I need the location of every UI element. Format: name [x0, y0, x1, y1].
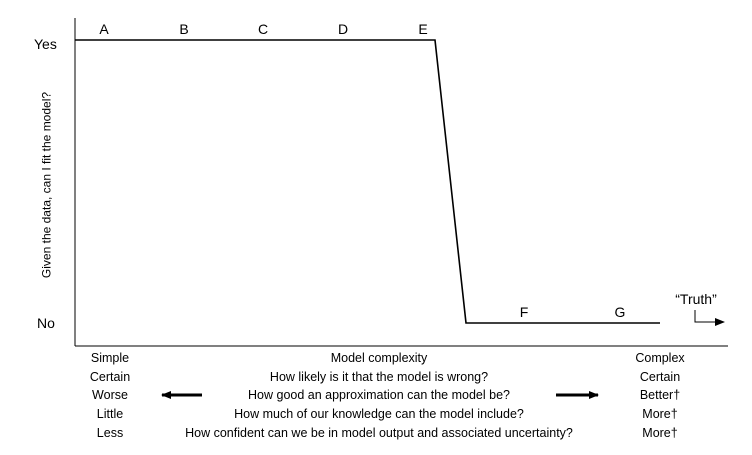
point-label-g: G — [614, 304, 626, 320]
row-2-center: How likely is it that the model is wrong… — [269, 370, 489, 384]
point-label-c: C — [257, 21, 269, 37]
row-1-left: Simple — [90, 351, 130, 365]
row-1-center: Model complexity — [330, 351, 428, 365]
point-label-a: A — [99, 21, 109, 37]
row-3-left: Worse — [92, 388, 128, 402]
y-tick-no: No — [37, 315, 55, 331]
truth-arrow — [694, 310, 725, 326]
point-label-e: E — [418, 21, 428, 37]
row-4-center: How much of our knowledge can the model … — [234, 407, 524, 421]
row-1-right: Complex — [635, 351, 685, 365]
point-label-d: D — [337, 21, 349, 37]
row-3-center: How good an approximation can the model … — [248, 388, 510, 402]
y-tick-yes: Yes — [34, 36, 57, 52]
row-4-right: More† — [642, 407, 678, 421]
row-4-left: Little — [96, 407, 124, 421]
point-label-b: B — [179, 21, 189, 37]
row-5-right: More† — [642, 426, 678, 440]
fit-curve — [75, 39, 660, 324]
row-5-center: How confident can we be in model output … — [185, 426, 573, 440]
point-label-f: F — [519, 304, 529, 320]
row-2-left: Certain — [89, 370, 131, 384]
row-3-right: Better† — [639, 388, 681, 402]
row-2-right: Certain — [639, 370, 681, 384]
row-5-left: Less — [96, 426, 124, 440]
truth-label: “Truth” — [675, 291, 717, 307]
y-axis-label: Given the data, can I fit the model? — [39, 91, 54, 279]
